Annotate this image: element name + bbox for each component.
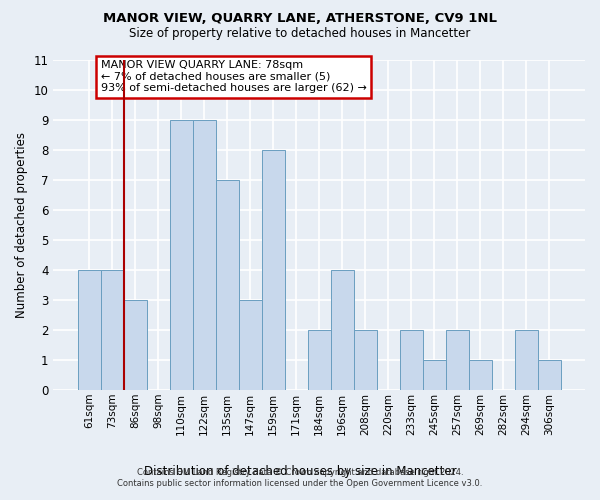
Bar (515, 330, 538, 390)
Bar (354, 330, 377, 390)
Bar (423, 360, 446, 390)
Bar (101, 270, 124, 390)
Bar (193, 120, 215, 390)
Text: Size of property relative to detached houses in Mancetter: Size of property relative to detached ho… (130, 28, 470, 40)
Text: MANOR VIEW, QUARRY LANE, ATHERSTONE, CV9 1NL: MANOR VIEW, QUARRY LANE, ATHERSTONE, CV9… (103, 12, 497, 26)
Bar (331, 270, 354, 390)
Text: Contains HM Land Registry data © Crown copyright and database right 2024.
Contai: Contains HM Land Registry data © Crown c… (118, 468, 482, 487)
Bar (262, 150, 284, 390)
Bar (170, 120, 193, 390)
Bar (308, 330, 331, 390)
Text: MANOR VIEW QUARRY LANE: 78sqm
← 7% of detached houses are smaller (5)
93% of sem: MANOR VIEW QUARRY LANE: 78sqm ← 7% of de… (101, 60, 367, 93)
Bar (469, 360, 492, 390)
Bar (239, 300, 262, 390)
Bar (77, 270, 101, 390)
Bar (215, 180, 239, 390)
Text: Distribution of detached houses by size in Mancetter: Distribution of detached houses by size … (143, 465, 457, 478)
Bar (124, 300, 146, 390)
Bar (400, 330, 423, 390)
Bar (538, 360, 561, 390)
Y-axis label: Number of detached properties: Number of detached properties (15, 132, 28, 318)
Bar (446, 330, 469, 390)
